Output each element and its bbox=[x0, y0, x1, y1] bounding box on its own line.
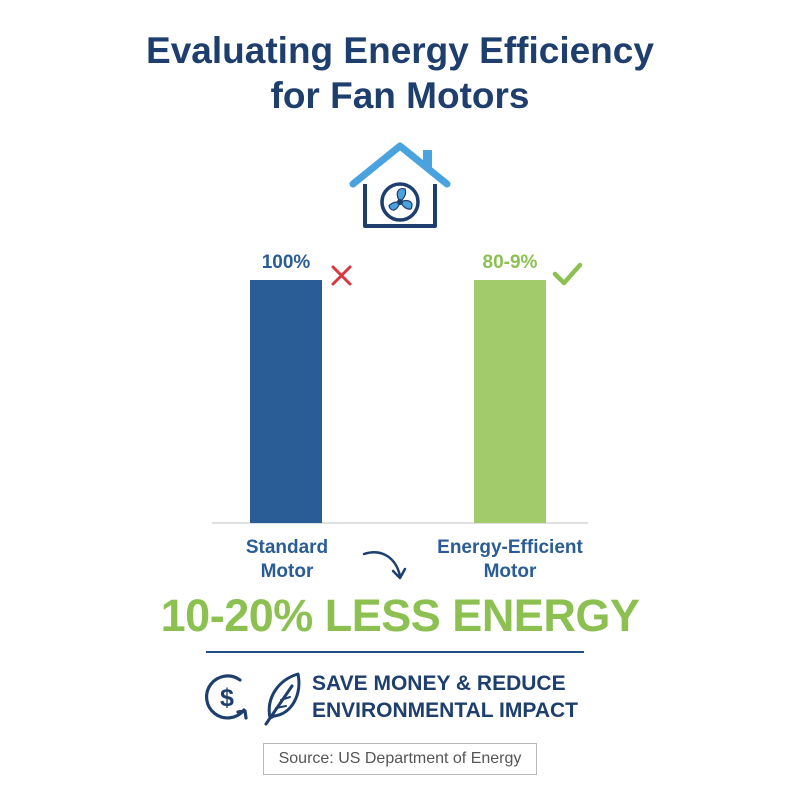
title-line-2: for Fan Motors bbox=[270, 75, 530, 116]
bar-energy-efficient-motor bbox=[474, 280, 546, 523]
dollar-cycle-icon: $ bbox=[204, 674, 248, 720]
tagline: SAVE MONEY & REDUCE ENVIRONMENTAL IMPACT bbox=[312, 672, 578, 722]
divider bbox=[206, 651, 584, 653]
category-label-energy-efficient-motor: Energy-Efficient Motor bbox=[437, 537, 583, 582]
benefit-row: $ SAVE MONEY & REDUCE ENVIRONMENTAL IMPA… bbox=[200, 666, 620, 730]
bar-chart: 100% 80-9% bbox=[212, 252, 588, 524]
page-title: Evaluating Energy Efficiency for Fan Mot… bbox=[0, 28, 800, 118]
leaf-icon bbox=[264, 672, 301, 726]
curved-arrow-icon bbox=[362, 551, 407, 580]
category-label-standard-motor: Standard Motor bbox=[245, 537, 329, 582]
data-label-energy-efficient-motor: 80-9% bbox=[483, 252, 538, 273]
x-mark-icon bbox=[331, 265, 352, 286]
data-label-standard-motor: 100% bbox=[262, 252, 311, 273]
house-with-fan-icon bbox=[349, 142, 451, 228]
bar-standard-motor bbox=[250, 280, 322, 523]
svg-text:$: $ bbox=[220, 684, 234, 712]
source-note: Source: US Department of Energy bbox=[263, 743, 537, 775]
headline: 10-20% LESS ENERGY bbox=[160, 590, 640, 641]
check-mark-icon bbox=[552, 262, 583, 286]
title-line-1: Evaluating Energy Efficiency bbox=[146, 30, 654, 71]
